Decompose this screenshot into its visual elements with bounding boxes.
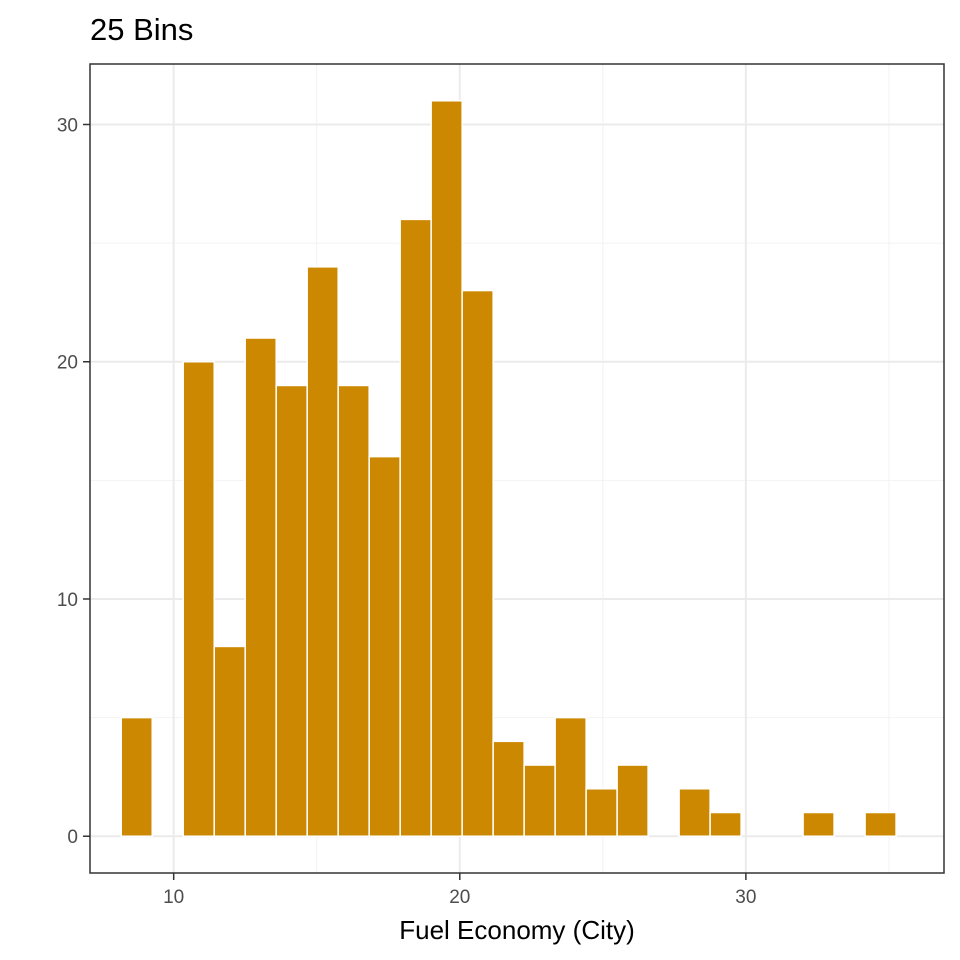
histogram-bar bbox=[182, 360, 215, 837]
y-tick-label: 0 bbox=[67, 827, 78, 848]
bars bbox=[120, 100, 897, 837]
x-tick-label: 10 bbox=[163, 887, 184, 908]
histogram-bar bbox=[306, 266, 339, 837]
x-tick-label: 20 bbox=[449, 887, 470, 908]
y-tick-label: 10 bbox=[57, 590, 78, 611]
histogram-bar bbox=[213, 645, 246, 837]
histogram-bar bbox=[368, 455, 401, 837]
y-tick-label: 30 bbox=[57, 115, 78, 136]
histogram-bar bbox=[523, 764, 556, 837]
x-axis-label: Fuel Economy (City) bbox=[399, 915, 635, 945]
panel-border bbox=[89, 63, 945, 874]
histogram-bar bbox=[275, 384, 308, 837]
histogram-bar bbox=[616, 764, 649, 837]
chart-title: 25 Bins bbox=[90, 12, 193, 47]
histogram-bar bbox=[864, 811, 897, 837]
histogram-bar bbox=[244, 337, 277, 837]
histogram-bar bbox=[120, 716, 153, 837]
y-tick-label: 20 bbox=[57, 353, 78, 374]
histogram-bar bbox=[492, 740, 525, 837]
histogram-bar bbox=[709, 811, 742, 837]
histogram-bar bbox=[678, 788, 711, 837]
histogram-bar bbox=[430, 100, 463, 837]
histogram-bar bbox=[554, 716, 587, 837]
x-tick-label: 30 bbox=[735, 887, 756, 908]
x-axis: 10 20 30 bbox=[163, 873, 756, 908]
histogram-bar bbox=[585, 788, 618, 837]
histogram-bar bbox=[461, 289, 494, 837]
y-axis: 0 10 20 30 bbox=[57, 115, 90, 848]
histogram-bar bbox=[802, 811, 835, 837]
plot-panel bbox=[89, 63, 945, 874]
grid-lines bbox=[90, 64, 944, 873]
histogram-bar bbox=[337, 384, 370, 837]
histogram-bar bbox=[399, 218, 432, 837]
